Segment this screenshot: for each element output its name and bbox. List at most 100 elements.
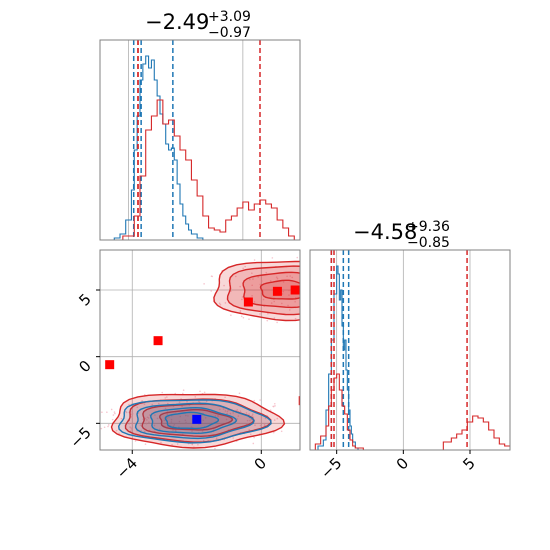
histogram-step-red	[100, 99, 300, 241]
sample-point	[311, 280, 313, 282]
sample-point	[156, 417, 159, 420]
sample-point	[153, 424, 156, 427]
contour-blue	[164, 411, 220, 430]
sample-point	[130, 430, 132, 432]
sample-point	[170, 421, 173, 423]
sample-point	[187, 415, 189, 417]
marginal-title-sup-1: +3.09	[208, 9, 251, 25]
sample-point	[304, 264, 306, 266]
sample-point	[294, 317, 297, 320]
y-tick-label: −5	[66, 423, 94, 451]
sample-point	[325, 319, 327, 321]
sample-point	[203, 391, 206, 394]
sample-point	[276, 277, 279, 280]
sample-point	[361, 283, 363, 285]
sample-point	[185, 421, 187, 424]
sample-point	[253, 301, 256, 303]
sample-point	[273, 402, 276, 405]
sample-point	[164, 407, 167, 410]
sample-point	[103, 426, 106, 429]
x-tick-label: 5	[459, 454, 478, 473]
sample-point	[249, 278, 251, 281]
joint-panel	[99, 249, 366, 451]
sample-point	[139, 424, 142, 426]
sample-point	[248, 318, 250, 320]
sample-point	[131, 416, 133, 419]
sample-point	[275, 276, 278, 278]
sample-point	[318, 275, 320, 277]
sample-point	[181, 392, 184, 395]
marginal-panel-param-1: −2.49 +3.09 −0.97	[99, 9, 301, 241]
sample-point	[253, 436, 255, 439]
sample-point	[226, 410, 229, 413]
sample-point	[250, 418, 253, 420]
sample-point	[271, 257, 274, 259]
sample-point	[182, 389, 185, 391]
sample-point	[114, 412, 116, 415]
marker-marker_red	[105, 360, 115, 370]
sample-point	[224, 396, 226, 399]
sample-point	[186, 400, 188, 403]
marginal-title-sup-2: +9.36	[407, 219, 450, 235]
sample-point	[147, 417, 150, 419]
joint-plot-area	[100, 250, 366, 450]
sample-point	[222, 408, 225, 410]
sample-point	[236, 409, 239, 411]
sample-point	[312, 317, 314, 319]
sample-point	[264, 417, 267, 420]
sample-point	[166, 417, 168, 419]
sample-point	[317, 280, 319, 282]
sample-point	[202, 439, 205, 442]
sample-point	[194, 396, 197, 398]
sample-point	[252, 278, 254, 280]
sample-point	[364, 296, 366, 298]
sample-point	[178, 401, 181, 403]
sample-point	[337, 302, 339, 304]
sample-point	[173, 423, 176, 426]
sample-point	[320, 291, 322, 293]
sample-point	[316, 283, 318, 285]
sample-point	[191, 443, 194, 446]
sample-point	[226, 412, 228, 415]
sample-point	[239, 309, 242, 312]
sample-point	[145, 422, 148, 425]
sample-point	[154, 414, 156, 416]
sample-point	[303, 277, 305, 279]
sample-point	[251, 272, 253, 274]
sample-point	[191, 430, 193, 432]
sample-point	[107, 424, 110, 426]
sample-point	[172, 429, 174, 431]
sample-point	[242, 316, 245, 319]
sample-point	[345, 305, 347, 307]
sample-point	[167, 402, 169, 405]
sample-point	[254, 424, 256, 427]
sample-point	[171, 443, 173, 446]
sample-point	[128, 403, 130, 406]
contour-red	[259, 279, 300, 300]
x-tick-label: 0	[251, 454, 270, 473]
sample-point	[131, 422, 133, 425]
sample-point	[314, 262, 316, 264]
histogram-step-blue	[100, 55, 300, 241]
sample-point	[269, 409, 272, 411]
sample-point	[273, 300, 276, 303]
sample-point	[201, 430, 204, 432]
sample-point	[225, 418, 228, 421]
sample-point	[202, 419, 205, 422]
sample-point	[215, 437, 218, 440]
sample-point	[145, 419, 148, 421]
sample-point	[130, 428, 133, 430]
sample-point	[181, 405, 183, 408]
sample-point	[276, 417, 279, 420]
marginal-panel-param-2: −4.58 +9.36 −0.85	[309, 219, 511, 451]
sample-point	[248, 429, 251, 431]
sample-point	[241, 298, 243, 301]
sample-point	[111, 418, 114, 421]
sample-point	[199, 390, 201, 393]
sample-point	[217, 415, 220, 417]
sample-point	[168, 416, 170, 418]
sample-point	[237, 415, 240, 417]
sample-point	[249, 419, 251, 422]
sample-point	[319, 276, 321, 278]
